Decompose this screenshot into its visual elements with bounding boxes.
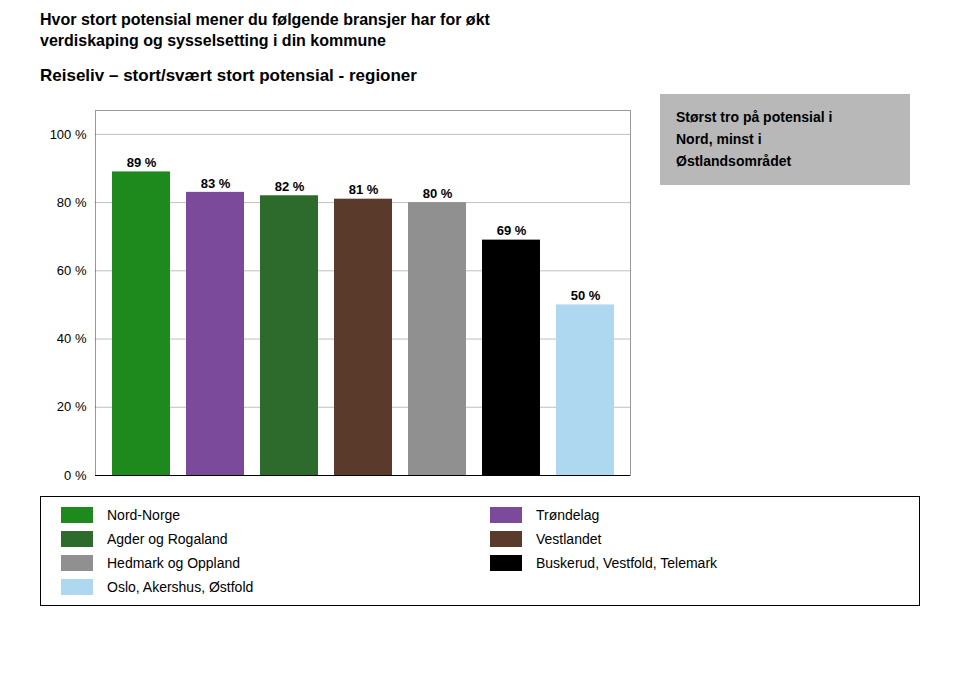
html-text:Vestlandet: Vestlandet <box>536 530 602 547</box>
svg-text:0 %: 0 % <box>64 467 87 482</box>
svg-text:50 %: 50 % <box>571 288 601 303</box>
html-text:Hedmark og Oppland: Hedmark og Oppland <box>107 554 241 571</box>
html-text:Agder og Rogaland: Agder og Rogaland <box>107 530 228 547</box>
svg-text:100 %: 100 % <box>50 126 87 141</box>
html-text:Størst tro på potensial i Nord: Størst tro på potensial i Nord, minst i … <box>676 108 833 170</box>
svg-text:40 %: 40 % <box>57 331 87 346</box>
html-text:Trøndelag: Trøndelag <box>536 506 600 523</box>
svg-text:69 %: 69 % <box>497 223 527 238</box>
svg-text:60 %: 60 % <box>57 263 87 278</box>
svg-text:80 %: 80 % <box>423 185 453 200</box>
html-text:Nord-Norge: Nord-Norge <box>107 506 181 523</box>
svg-text:80 %: 80 % <box>57 194 87 209</box>
svg-text:82 %: 82 % <box>275 179 305 194</box>
svg-text:20 %: 20 % <box>57 399 87 414</box>
svg-text:89 %: 89 % <box>127 155 157 170</box>
svg-text:83 %: 83 % <box>201 175 231 190</box>
html-text:Hvor stort potensial mener du: Hvor stort potensial mener du følgende b… <box>40 11 490 49</box>
svg-text:81 %: 81 % <box>349 182 379 197</box>
html-text:Oslo, Akershus, Østfold: Oslo, Akershus, Østfold <box>107 578 254 595</box>
html-text:Reiseliv – stort/svært stort p: Reiseliv – stort/svært stort potensial -… <box>40 65 417 85</box>
html-text:Buskerud, Vestfold, Telemark: Buskerud, Vestfold, Telemark <box>536 554 718 571</box>
